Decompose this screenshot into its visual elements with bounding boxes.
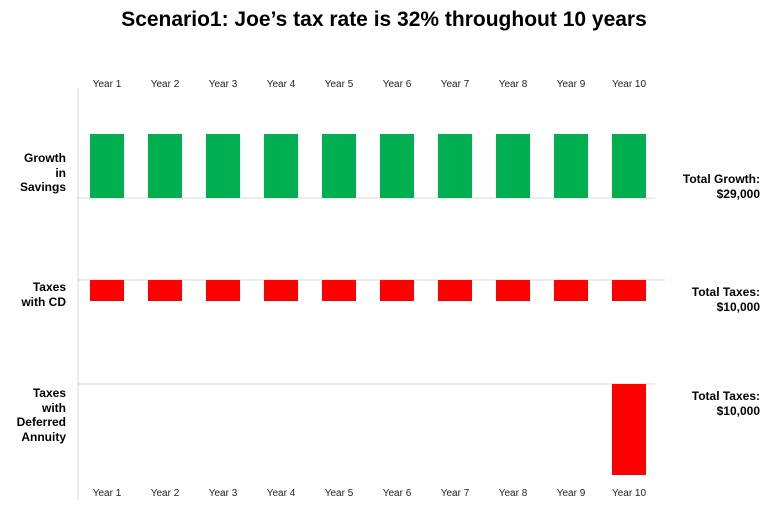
total-annuity-taxes-value: $10,000: [716, 404, 760, 418]
bar-panel2-year-1: [90, 280, 124, 301]
x-tick-label: Year 1: [92, 488, 122, 499]
total-annuity-taxes-label: Total Taxes:: [691, 389, 760, 403]
row-label-cd-taxes: Taxes with CD: [21, 280, 66, 309]
x-tick-label: Year 9: [556, 79, 586, 90]
bar-panel1-year-1: [90, 134, 124, 198]
bar-panel1-year-7: [438, 134, 472, 198]
x-tick-label: Year 5: [324, 79, 354, 90]
total-cd-taxes: Total Taxes: $10,000: [692, 285, 760, 315]
x-tick-label: Year 3: [208, 79, 238, 90]
bar-panel1-year-9: [554, 134, 588, 198]
row-label-annuity-taxes: Taxes with Deferred Annuity: [16, 386, 66, 444]
x-tick-label: Year 2: [150, 79, 180, 90]
total-cd-taxes-value: $10,000: [716, 300, 760, 314]
bar-panel2-year-5: [322, 280, 356, 301]
bar-panel1-year-6: [380, 134, 414, 198]
bar-panel3-year-10: [612, 384, 646, 475]
bar-panel2-year-3: [206, 280, 240, 301]
bar-panel1-year-8: [496, 134, 530, 198]
x-tick-label: Year 1: [92, 79, 122, 90]
bar-panel2-year-8: [496, 280, 530, 301]
bar-panel1-year-4: [264, 134, 298, 198]
total-annuity-taxes: Total Taxes: $10,000: [692, 389, 760, 419]
total-growth: Total Growth: $29,000: [683, 172, 760, 202]
bar-panel2-year-10: [612, 280, 646, 301]
x-tick-label: Year 6: [382, 79, 412, 90]
bar-panel1-year-2: [148, 134, 182, 198]
chart-title: Scenario1: Joe’s tax rate is 32% through…: [121, 8, 647, 31]
x-tick-label: Year 5: [324, 488, 354, 499]
x-tick-label: Year 4: [266, 79, 296, 90]
bar-panel1-year-3: [206, 134, 240, 198]
x-tick-label: Year 9: [556, 488, 586, 499]
total-growth-label: Total Growth:: [682, 172, 760, 186]
bar-panel2-year-9: [554, 280, 588, 301]
bar-panel2-year-2: [148, 280, 182, 301]
x-tick-label: Year 8: [498, 488, 528, 499]
total-cd-taxes-label: Total Taxes:: [691, 285, 760, 299]
x-tick-label: Year 10: [611, 79, 647, 90]
bar-panel1-year-10: [612, 134, 646, 198]
x-tick-label: Year 3: [208, 488, 238, 499]
bar-panel2-year-7: [438, 280, 472, 301]
x-tick-label: Year 6: [382, 488, 412, 499]
x-tick-label: Year 10: [611, 488, 647, 499]
bar-panel2-year-4: [264, 280, 298, 301]
bar-panel1-year-5: [322, 134, 356, 198]
x-tick-label: Year 2: [150, 488, 180, 499]
x-tick-label: Year 7: [440, 79, 470, 90]
x-tick-label: Year 4: [266, 488, 296, 499]
bar-panel2-year-6: [380, 280, 414, 301]
x-tick-label: Year 7: [440, 488, 470, 499]
row-label-growth: Growth in Savings: [19, 151, 66, 194]
x-tick-label: Year 8: [498, 79, 528, 90]
total-growth-value: $29,000: [716, 187, 760, 201]
